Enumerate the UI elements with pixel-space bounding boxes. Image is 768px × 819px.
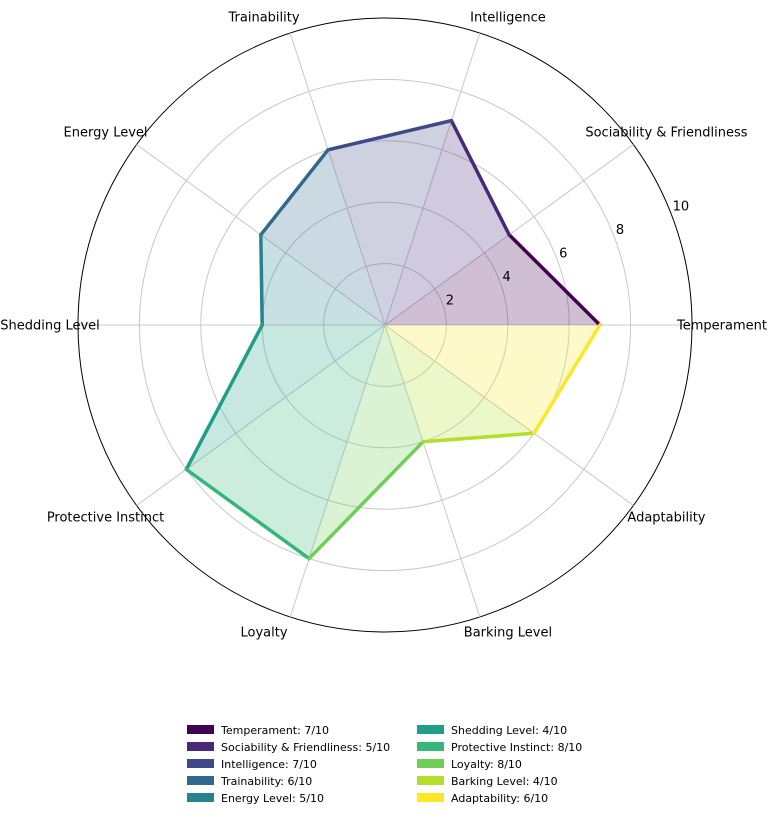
legend-label: Sociability & Friendliness: 5/10 [221,741,390,754]
legend-item: Adaptability: 6/10 [417,792,548,805]
sector-fill-trainability [260,149,385,325]
legend-item: Barking Level: 4/10 [417,775,558,788]
legend-item: Energy Level: 5/10 [187,792,324,805]
outline-segment-adaptability [532,323,602,436]
legend-label: Shedding Level: 4/10 [451,724,567,737]
sector-fills [186,120,600,559]
legend-item: Shedding Level: 4/10 [417,724,567,737]
spoke-line [136,324,386,506]
radial-tick-labels: 2 4 6 8 10 [446,200,689,309]
legend-swatch [187,776,214,785]
sector-fill-loyalty [309,325,423,559]
sector-fill-energy-level [260,234,385,325]
spoke-line [384,324,481,618]
sector-fill-shedding-level [186,325,385,470]
sector-fill-adaptability [385,325,600,434]
axis-label-sociability-friendliness: Sociability & Friendliness [585,126,747,141]
legend-label: Adaptability: 6/10 [451,792,548,805]
legend-label: Trainability: 6/10 [220,775,312,788]
outline-segment-intelligence [326,118,454,152]
spoke-line [384,32,481,326]
legend-item: Loyalty: 8/10 [417,758,522,771]
legend-item: Trainability: 6/10 [187,775,312,788]
spoke-line [289,32,386,326]
legend-swatch [187,725,214,734]
legend-label: Temperament: 7/10 [220,724,329,737]
axis-label-protective-instinct: Protective Instinct [47,510,164,525]
legend: Temperament: 7/10 Sociability & Friendlin… [187,724,582,805]
radial-tick-label: 6 [559,247,567,262]
spoke-line [384,324,634,506]
legend-swatch [417,776,444,785]
legend-label: Intelligence: 7/10 [221,758,317,771]
sector-fill-barking-level [385,325,535,442]
outline-segment-barking-level [421,431,536,444]
outline-segment-temperament [507,233,602,327]
legend-swatch [187,793,214,802]
legend-item: Intelligence: 7/10 [187,758,317,771]
sector-fill-sociability-friendliness [385,120,510,326]
legend-item: Protective Instinct: 8/10 [417,741,582,754]
legend-label: Loyalty: 8/10 [451,758,522,771]
radial-tick-label: 8 [616,223,624,238]
radial-tick-label: 10 [673,200,690,215]
outline-segment-trainability [259,148,330,237]
axis-labels: Temperament Sociability & Friendliness Int… [0,11,767,641]
outline-segment-sociability-friendliness [449,118,511,237]
legend-label: Barking Level: 4/10 [451,775,558,788]
value-outline [184,118,602,561]
outline-segment-loyalty [307,440,425,561]
axis-label-barking-level: Barking Level [464,625,552,640]
legend-item: Sociability & Friendliness: 5/10 [187,741,390,754]
legend-swatch [417,793,444,802]
sector-fill-intelligence [328,120,452,326]
axis-label-intelligence: Intelligence [470,11,546,26]
legend-swatch [417,725,444,734]
spoke-line [289,324,386,618]
axis-label-adaptability: Adaptability [627,510,705,525]
outline-segment-energy-level [259,233,264,327]
legend-label: Energy Level: 5/10 [221,792,324,805]
legend-swatch [417,742,444,751]
axis-label-energy-level: Energy Level [64,126,148,141]
radial-tick-label: 4 [502,270,510,285]
legend-swatch [417,759,444,768]
sector-fill-protective-instinct [186,325,385,559]
sector-fill-temperament [385,234,600,325]
legend-item: Temperament: 7/10 [187,724,329,737]
axis-label-temperament: Temperament [676,319,767,334]
axis-label-trainability: Trainability [228,11,300,26]
axis-label-loyalty: Loyalty [241,625,288,640]
legend-label: Protective Instinct: 8/10 [451,741,582,754]
legend-swatch [187,742,214,751]
legend-swatch [187,759,214,768]
axis-label-shedding-level: Shedding Level [0,319,100,334]
outline-segment-protective-instinct [184,467,311,561]
outline-segment-shedding-level [184,323,264,472]
radial-tick-label: 2 [446,294,454,309]
